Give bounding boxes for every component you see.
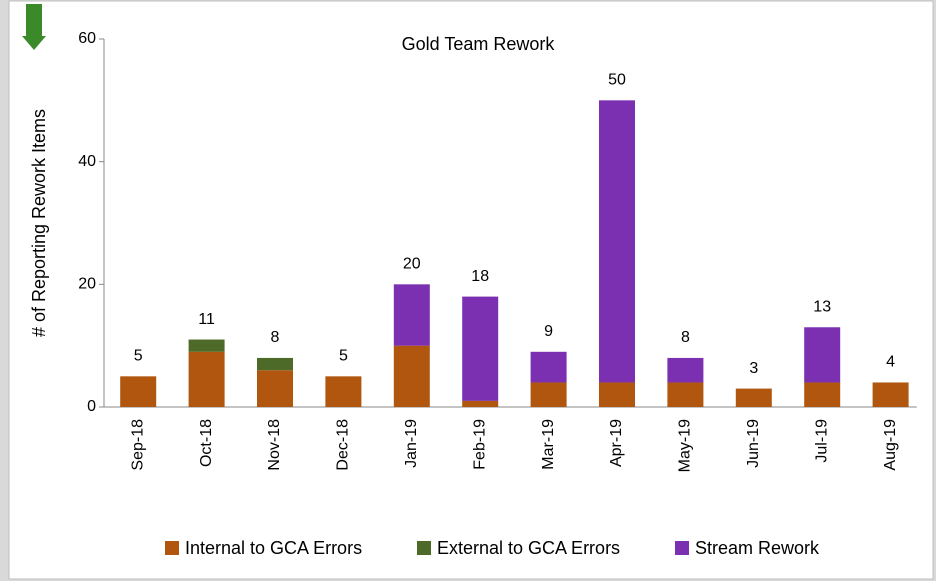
bar-segment [462,400,499,407]
bar-segment [393,345,430,407]
total-label: 5 [339,348,348,365]
legend-swatch [675,541,689,555]
bar-segment [804,382,841,407]
bar-segment [257,370,293,407]
x-tick-label: Feb-19 [471,419,488,470]
bar-segment [599,100,635,383]
total-label: 4 [886,354,895,371]
total-label: 11 [198,311,215,328]
bar-segment [599,382,635,407]
x-tick-label: Oct-18 [198,419,215,467]
legend-swatch [165,541,179,555]
bar-segment [325,376,362,407]
total-label: 13 [813,298,831,315]
y-tick-label: 20 [78,276,96,293]
bar-segment [530,351,567,383]
total-label: 8 [271,329,280,346]
y-tick-label: 60 [78,30,96,47]
total-label: 8 [681,329,690,346]
total-label: 50 [608,72,626,89]
x-tick-label: Nov-18 [266,419,283,471]
x-tick-label: Dec-18 [335,419,352,471]
y-tick-label: 0 [87,398,96,415]
y-tick-label: 40 [78,153,96,170]
legend-label: External to GCA Errors [437,538,620,558]
bar-segment [804,327,841,383]
x-tick-label: Aug-19 [882,419,899,471]
x-tick-label: Mar-19 [540,419,557,470]
total-label: 5 [134,348,143,365]
total-label: 20 [403,256,421,273]
x-tick-label: Sep-18 [129,419,146,471]
x-tick-label: Jun-19 [745,419,762,468]
bar-segment [393,284,430,346]
total-label: 3 [749,360,758,377]
total-label: 18 [471,268,489,285]
x-tick-label: Apr-19 [608,419,625,467]
y-axis-label: # of Reporting Rework Items [29,109,49,337]
chart-area [8,0,934,580]
chart-title: Gold Team Rework [402,34,556,54]
bar-segment [188,339,225,352]
legend-label: Internal to GCA Errors [185,538,362,558]
legend-label: Stream Rework [695,538,820,558]
bar-segment [462,296,499,401]
bar-segment [120,376,157,407]
arrow-icon [22,4,46,50]
bar-segment [257,357,293,371]
bar-segment [188,351,225,407]
total-label: 9 [544,323,553,340]
bar-segment [735,388,772,407]
x-tick-label: Jan-19 [403,419,420,468]
x-tick-label: Jul-19 [813,419,830,463]
bar-segment [667,357,704,383]
legend-swatch [417,541,431,555]
bar-segment [872,382,909,407]
x-tick-label: May-19 [677,419,694,472]
bar-segment [667,382,704,407]
bar-segment [530,382,567,407]
